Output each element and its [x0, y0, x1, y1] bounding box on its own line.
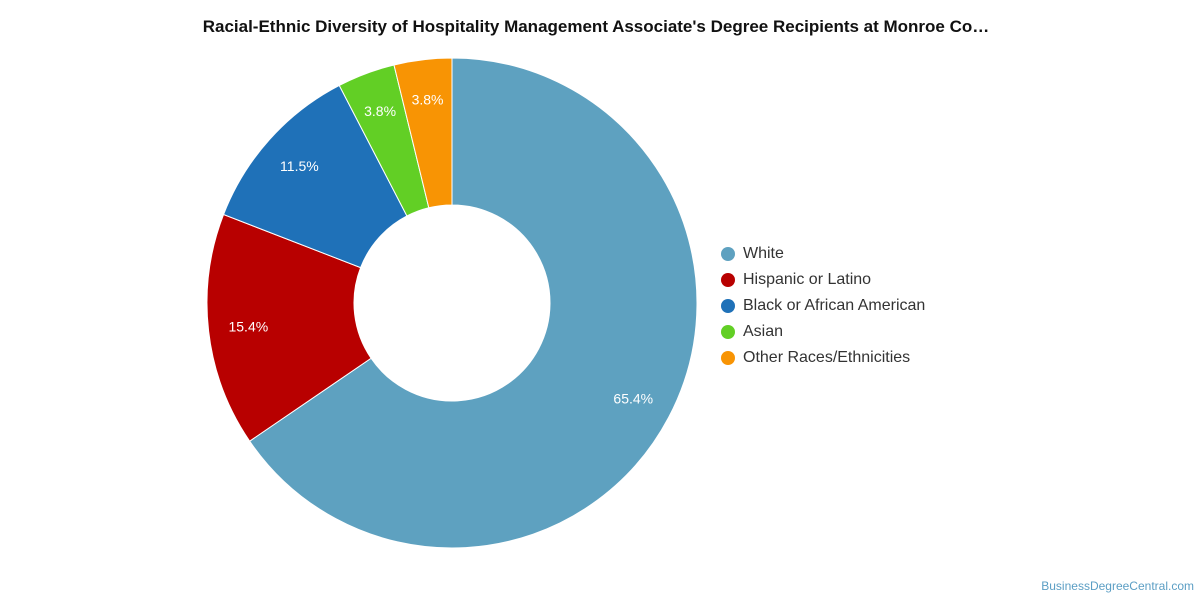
slice-label-hispanic-or-latino: 15.4%	[228, 318, 268, 334]
legend: White Hispanic or Latino Black or African …	[721, 241, 925, 371]
legend-label: White	[743, 245, 784, 262]
slice-black-or-african-american[interactable]	[222, 84, 408, 269]
legend-label: Asian	[743, 323, 784, 340]
legend-swatch	[721, 325, 735, 339]
legend-item-white[interactable]: White	[721, 241, 925, 267]
chart-title: Racial-Ethnic Diversity of Hospitality M…	[202, 17, 990, 36]
slices-group	[206, 57, 698, 549]
legend-swatch	[721, 247, 735, 261]
legend-label: Hispanic or Latino	[743, 271, 872, 288]
legend-swatch	[721, 273, 735, 287]
slice-labels-group: 65.4% 15.4% 11.5% 3.8% 3.8%	[228, 91, 653, 406]
source-credit[interactable]: BusinessDegreeCentral.com	[1041, 579, 1194, 593]
slice-hispanic-or-latino[interactable]	[206, 213, 372, 442]
legend-swatch	[721, 299, 735, 313]
slice-label-white: 65.4%	[613, 391, 653, 407]
slice-white[interactable]	[248, 57, 698, 549]
legend-item-asian[interactable]: Asian	[721, 319, 925, 345]
legend-item-black-or-african-american[interactable]: Black or African American	[721, 293, 925, 319]
slice-label-other-races-ethnicities: 3.8%	[412, 91, 444, 107]
slice-label-asian: 3.8%	[364, 103, 396, 119]
slice-other-races-ethnicities[interactable]	[393, 57, 453, 209]
legend-label: Other Races/Ethnicities	[743, 349, 911, 366]
legend-item-hispanic-or-latino[interactable]: Hispanic or Latino	[721, 267, 925, 293]
legend-item-other-races-ethnicities[interactable]: Other Races/Ethnicities	[721, 345, 925, 371]
slice-label-black-or-african-american: 11.5%	[280, 158, 319, 174]
legend-swatch	[721, 351, 735, 365]
legend-label: Black or African American	[743, 297, 926, 314]
